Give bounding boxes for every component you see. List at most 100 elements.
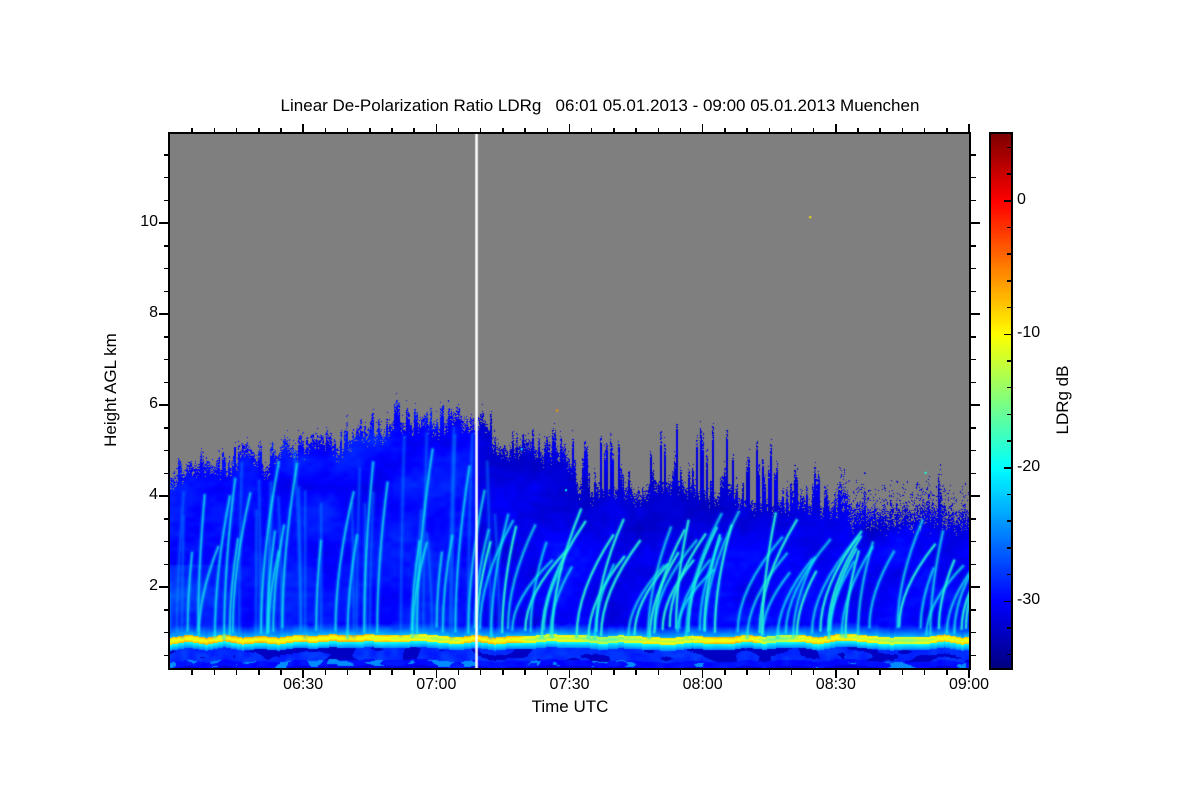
x-axis-minor-tick-top bbox=[746, 127, 748, 132]
x-axis-minor-tick-top bbox=[502, 127, 504, 132]
x-axis-tick-label: 09:00 bbox=[948, 676, 990, 693]
y-axis-major-tick-right bbox=[971, 404, 980, 406]
y-axis-minor-tick bbox=[163, 199, 168, 201]
x-axis-minor-tick-top bbox=[258, 127, 260, 132]
x-axis-minor-tick-top bbox=[879, 127, 881, 132]
y-axis-minor-tick-right bbox=[971, 540, 976, 543]
x-axis-major-tick-top bbox=[568, 124, 571, 132]
x-axis-minor-tick-top bbox=[413, 127, 415, 132]
y-axis-major-tick bbox=[159, 222, 168, 224]
x-axis-minor-tick bbox=[191, 670, 193, 675]
colorbar-minor-tick bbox=[1006, 226, 1011, 229]
y-axis-minor-tick-right bbox=[971, 176, 976, 179]
colorbar-major-tick bbox=[1004, 600, 1011, 602]
x-axis-title: Time UTC bbox=[531, 697, 609, 716]
y-axis-minor-tick bbox=[163, 336, 168, 338]
x-axis-minor-tick bbox=[546, 670, 549, 675]
colorbar-minor-tick bbox=[1006, 547, 1011, 549]
colorbar-minor-tick bbox=[1006, 280, 1011, 282]
x-axis-minor-tick-top bbox=[812, 127, 815, 132]
x-axis-major-tick-top bbox=[968, 124, 970, 132]
x-axis-minor-tick bbox=[479, 670, 482, 675]
x-axis-major-tick-top bbox=[701, 124, 704, 132]
x-axis-tick-label: 08:30 bbox=[815, 676, 856, 693]
y-axis-minor-tick-right bbox=[971, 472, 976, 474]
x-axis-minor-tick bbox=[346, 670, 349, 675]
x-axis-minor-tick-top bbox=[790, 127, 793, 132]
x-axis-major-tick-top bbox=[835, 124, 837, 132]
x-axis-major-tick bbox=[968, 670, 970, 678]
x-axis-minor-tick bbox=[812, 670, 815, 675]
x-axis-minor-tick bbox=[502, 670, 504, 675]
y-axis-minor-tick bbox=[163, 267, 168, 270]
y-axis-major-tick bbox=[159, 586, 168, 588]
y-axis-minor-tick-right bbox=[971, 449, 976, 452]
y-axis-tick-label: 4 bbox=[149, 486, 158, 503]
x-axis-minor-tick bbox=[524, 670, 526, 675]
colorbar-tick-label: -20 bbox=[1017, 457, 1041, 475]
colorbar-major-tick bbox=[1004, 333, 1011, 335]
x-axis-minor-tick bbox=[324, 670, 327, 675]
x-axis-minor-tick-top bbox=[391, 127, 393, 132]
colorbar-minor-tick bbox=[1006, 360, 1011, 362]
y-axis-minor-tick bbox=[163, 381, 168, 383]
x-axis-minor-tick-top bbox=[457, 127, 460, 132]
y-axis-minor-tick-right bbox=[971, 654, 976, 656]
y-axis-tick-label: 8 bbox=[149, 304, 158, 321]
x-axis-minor-tick-top bbox=[213, 127, 216, 132]
x-axis-minor-tick-top bbox=[590, 127, 593, 132]
y-axis-minor-tick-right bbox=[971, 427, 976, 429]
colorbar-minor-tick bbox=[1006, 440, 1011, 442]
colorbar-title: LDRg dB bbox=[1053, 365, 1072, 435]
y-axis-tick-label: 2 bbox=[149, 577, 158, 594]
x-axis-minor-tick-top bbox=[857, 127, 859, 132]
colorbar-minor-tick bbox=[1006, 520, 1011, 522]
y-axis-major-tick-right bbox=[971, 495, 980, 497]
colorbar-minor-tick bbox=[1006, 306, 1011, 309]
x-axis-minor-tick-top bbox=[324, 127, 327, 132]
y-axis-minor-tick-right bbox=[971, 563, 976, 565]
x-axis-minor-tick bbox=[657, 670, 660, 675]
x-axis-minor-tick-top bbox=[546, 127, 549, 132]
x-axis-minor-tick-top bbox=[657, 127, 660, 132]
y-axis-minor-tick-right bbox=[971, 199, 976, 201]
x-axis-minor-tick bbox=[679, 670, 682, 675]
x-axis-major-tick-top bbox=[435, 124, 438, 132]
y-axis-minor-tick bbox=[163, 518, 168, 520]
y-axis-minor-tick bbox=[163, 427, 168, 429]
y-axis-tick-label: 10 bbox=[140, 213, 158, 230]
x-axis-minor-tick-top bbox=[235, 127, 238, 132]
x-axis-minor-tick bbox=[213, 670, 216, 675]
y-axis-tick-label: 6 bbox=[149, 395, 158, 412]
x-axis-minor-tick bbox=[258, 670, 260, 675]
y-axis-minor-tick bbox=[163, 449, 168, 452]
colorbar-tick-label: -30 bbox=[1017, 591, 1041, 609]
x-axis-minor-tick bbox=[946, 670, 948, 675]
x-axis-tick-label: 08:00 bbox=[682, 676, 723, 693]
x-axis-minor-tick bbox=[768, 670, 770, 675]
colorbar-minor-tick bbox=[1006, 253, 1011, 255]
x-axis-minor-tick bbox=[879, 670, 881, 675]
colorbar-minor-tick bbox=[1006, 653, 1011, 656]
y-axis-minor-tick-right bbox=[971, 381, 976, 383]
colorbar-tick-label: 0 bbox=[1017, 190, 1026, 208]
x-axis-major-tick bbox=[302, 670, 304, 678]
x-axis-minor-tick-top bbox=[901, 127, 904, 132]
x-axis-minor-tick-top bbox=[923, 127, 926, 132]
x-axis-major-tick bbox=[701, 670, 704, 678]
y-axis-minor-tick bbox=[163, 245, 168, 247]
colorbar-minor-tick bbox=[1006, 493, 1011, 496]
y-axis-major-tick-right bbox=[971, 222, 980, 224]
y-axis-minor-tick-right bbox=[971, 154, 976, 156]
colorbar-minor-tick bbox=[1006, 173, 1011, 175]
x-axis-minor-tick bbox=[613, 670, 615, 675]
x-axis-minor-tick bbox=[746, 670, 748, 675]
x-axis-minor-tick bbox=[590, 670, 593, 675]
colorbar-tick-label: -10 bbox=[1017, 324, 1041, 342]
y-axis-major-tick-right bbox=[971, 313, 980, 315]
chart-title: Linear De-Polarization Ratio LDRg 06:01 … bbox=[280, 96, 920, 115]
x-axis-major-tick bbox=[835, 670, 837, 678]
x-axis-minor-tick-top bbox=[613, 127, 615, 132]
y-axis-title: Height AGL km bbox=[101, 333, 120, 447]
